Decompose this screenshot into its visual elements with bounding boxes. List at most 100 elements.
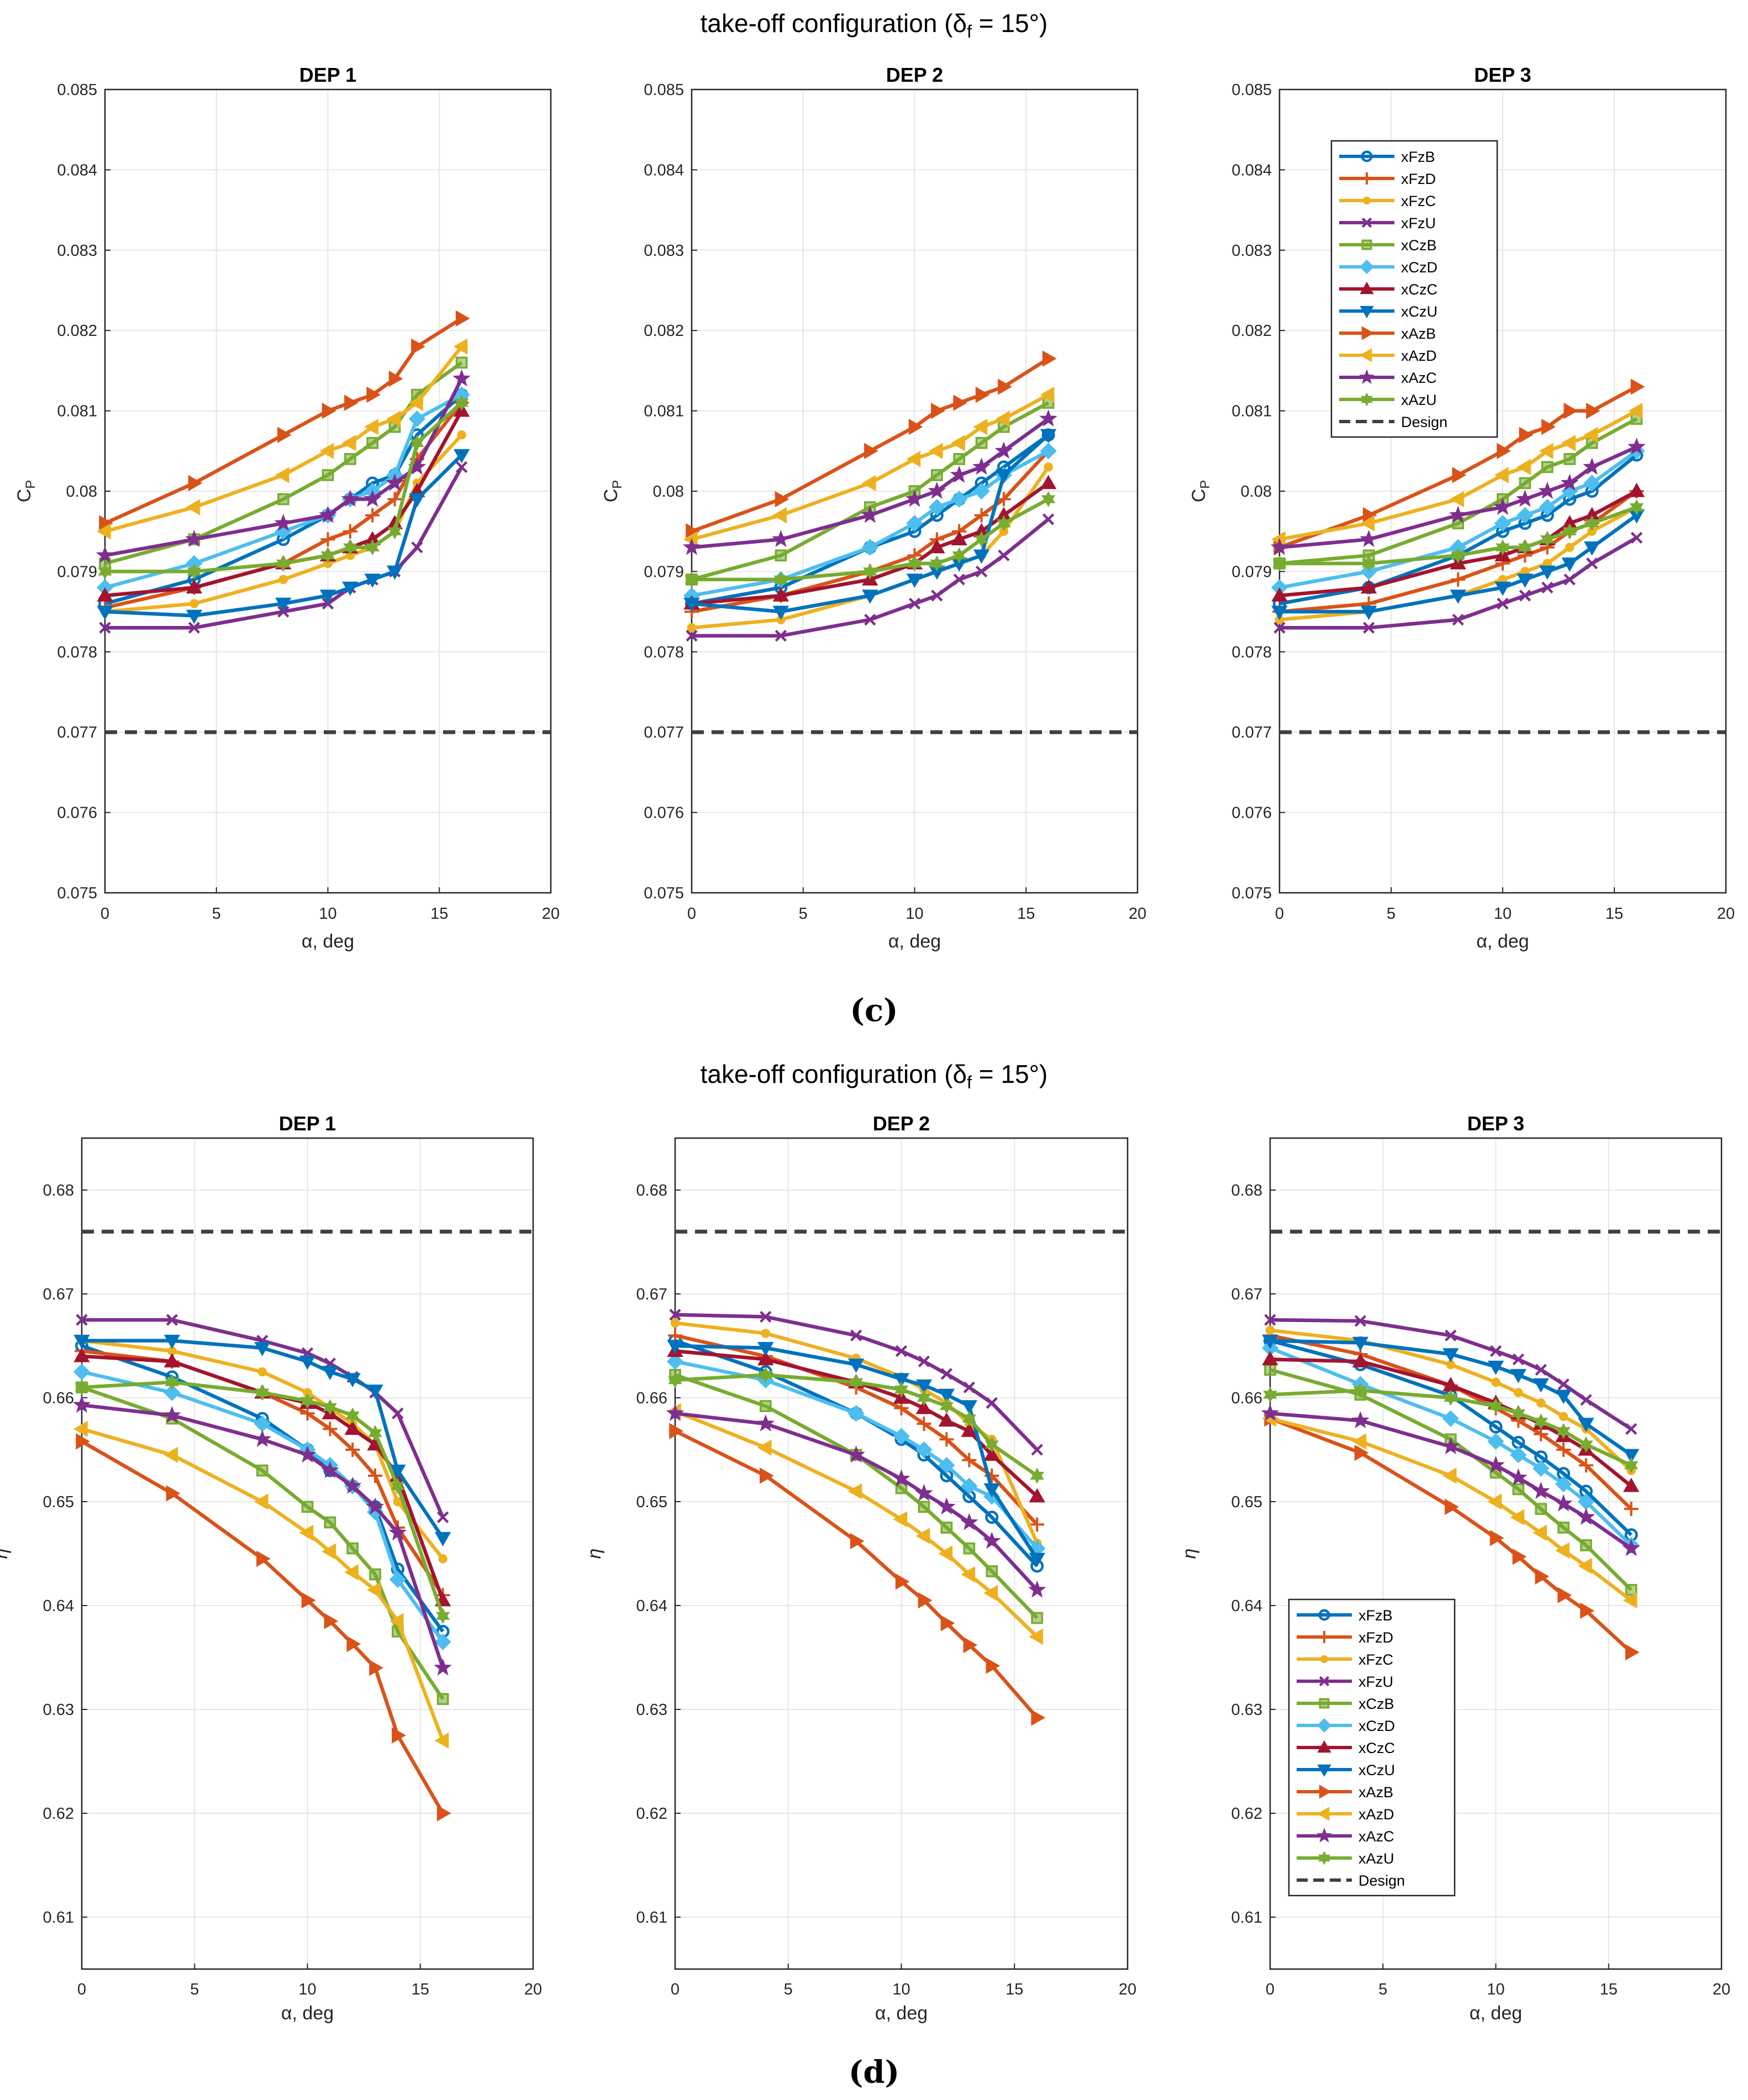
data-point <box>1538 481 1557 499</box>
data-point <box>864 613 876 626</box>
data-point <box>961 1566 976 1583</box>
data-point <box>1445 1498 1459 1515</box>
data-point <box>1262 1334 1278 1349</box>
data-point <box>164 1334 181 1349</box>
data-point <box>1628 437 1646 455</box>
data-point <box>986 1397 998 1409</box>
legend-label: xAzU <box>1359 1850 1394 1867</box>
data-point <box>1489 1345 1502 1357</box>
y-tick-label: 0.085 <box>57 81 97 99</box>
data-point <box>961 1400 978 1415</box>
data-point <box>1452 467 1467 483</box>
x-tick-label: 5 <box>799 905 808 923</box>
axes-box <box>674 1137 1129 1970</box>
data-point <box>257 1367 267 1377</box>
subplot-dep-2: 0 5 10 15 20 0.61 0.62 0.63 0.64 0.65 0.66 0.67 0.68… <box>584 1112 1136 2024</box>
data-point <box>1518 539 1533 556</box>
data-point <box>1533 1524 1547 1541</box>
data-point <box>1029 1628 1043 1645</box>
data-point <box>760 1467 774 1484</box>
data-point <box>301 1592 316 1609</box>
data-point <box>1510 1509 1525 1525</box>
y-tick-label: 0.67 <box>636 1286 667 1303</box>
legend-marker <box>1362 196 1371 205</box>
data-point <box>939 1432 954 1447</box>
data-point <box>1555 1475 1572 1493</box>
data-point <box>255 1384 270 1401</box>
data-point <box>341 490 360 507</box>
data-point <box>950 465 968 483</box>
data-point <box>861 506 880 523</box>
legend-entry: xAzD <box>1297 1806 1394 1823</box>
x-axis-label: α, deg <box>302 931 354 952</box>
data-point <box>1360 606 1377 620</box>
data-point <box>319 590 336 604</box>
data-point <box>1509 1468 1528 1486</box>
data-point <box>864 443 878 460</box>
data-point <box>275 467 289 483</box>
legend-entry: xAzC <box>1297 1828 1394 1845</box>
y-axis-label: η <box>584 1549 605 1559</box>
data-point <box>434 1532 451 1546</box>
data-point <box>996 469 1012 483</box>
data-point <box>1351 1411 1370 1429</box>
y-axis-label: η <box>1179 1549 1200 1559</box>
data-point <box>915 1379 933 1394</box>
data-point <box>847 1445 865 1463</box>
data-point <box>277 427 292 443</box>
series-xAzC <box>682 409 1057 555</box>
data-point <box>1354 1315 1367 1327</box>
series-xAzB <box>76 1433 451 1822</box>
x-tick-label: 0 <box>671 1981 680 1998</box>
y-tick-label: 0.081 <box>644 403 684 420</box>
data-point <box>1031 1709 1046 1726</box>
data-point <box>97 606 113 620</box>
x-tick-label: 20 <box>1119 1981 1136 1998</box>
data-point <box>1556 1423 1571 1439</box>
data-point <box>931 590 943 602</box>
data-point <box>1489 1420 1503 1434</box>
data-point <box>1264 1314 1276 1326</box>
data-point <box>972 457 991 475</box>
legend-label: xAzD <box>1359 1806 1394 1823</box>
y-tick-label: 0.65 <box>43 1493 74 1511</box>
series-xAzU <box>1263 1382 1639 1473</box>
data-point <box>759 1400 772 1412</box>
data-point <box>1030 1467 1044 1484</box>
y-tick-label: 0.084 <box>644 161 684 179</box>
data-point <box>931 469 943 481</box>
data-point <box>411 541 423 554</box>
data-point <box>1622 1539 1640 1556</box>
data-point <box>186 609 203 624</box>
data-point <box>1042 513 1055 525</box>
legend-marker <box>1361 150 1373 162</box>
y-tick-label: 0.63 <box>636 1701 667 1719</box>
data-point <box>963 1542 976 1555</box>
legend-entry: Design <box>1297 1872 1405 1889</box>
data-point <box>757 1342 774 1356</box>
data-point <box>1040 443 1057 460</box>
y-tick-label: 0.68 <box>1231 1182 1262 1199</box>
x-tick-label: 10 <box>319 905 336 923</box>
data-point <box>1628 482 1645 497</box>
x-tick-label: 0 <box>1275 905 1284 923</box>
series-xAzC <box>72 1396 452 1676</box>
data-point <box>757 1351 774 1366</box>
y-tick-label: 0.082 <box>644 322 684 340</box>
data-point <box>387 492 402 507</box>
data-point <box>1264 1364 1276 1376</box>
data-point <box>1554 1494 1573 1512</box>
data-point <box>368 1425 382 1441</box>
data-point <box>386 473 404 491</box>
data-point <box>861 539 878 556</box>
data-point <box>983 1483 1001 1498</box>
data-point <box>386 565 403 580</box>
legend-label: Design <box>1401 414 1447 430</box>
y-tick-label: 0.63 <box>43 1701 74 1719</box>
data-point <box>918 1355 930 1367</box>
legend-label: xCzC <box>1401 281 1438 298</box>
data-point <box>454 394 469 411</box>
data-point <box>301 1501 314 1513</box>
x-tick-label: 0 <box>687 905 696 923</box>
